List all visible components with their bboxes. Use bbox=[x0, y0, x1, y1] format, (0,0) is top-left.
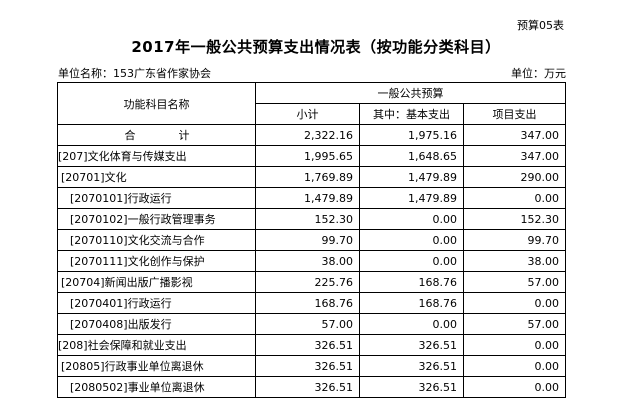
row-basic: 1,479.89 bbox=[359, 166, 464, 188]
row-name: [20805]行政事业单位离退休 bbox=[57, 355, 256, 377]
table-row: [2070408]出版发行 57.00 0.00 57.00 bbox=[57, 313, 566, 335]
row-basic: 0.00 bbox=[359, 250, 464, 272]
row-project: 57.00 bbox=[463, 313, 566, 335]
row-project: 0.00 bbox=[463, 292, 566, 314]
row-project: 99.70 bbox=[463, 229, 566, 251]
row-project: 0.00 bbox=[463, 355, 566, 377]
row-subtotal: 326.51 bbox=[255, 334, 360, 356]
table-row: [2070102]一般行政管理事务 152.30 0.00 152.30 bbox=[57, 208, 566, 230]
row-project: 290.00 bbox=[463, 166, 566, 188]
table-row: [20805]行政事业单位离退休 326.51 326.51 0.00 bbox=[57, 355, 566, 377]
row-basic: 0.00 bbox=[359, 313, 464, 335]
row-basic: 168.76 bbox=[359, 292, 464, 314]
header-row-1: 功能科目名称 一般公共预算 bbox=[57, 82, 566, 125]
header-subtotal: 小计 bbox=[255, 103, 360, 125]
header-general-budget: 一般公共预算 bbox=[255, 82, 566, 104]
currency-unit-label: 单位：万元 bbox=[511, 67, 566, 80]
header-basic-expenditure: 其中：基本支出 bbox=[359, 103, 464, 125]
row-project: 347.00 bbox=[463, 124, 566, 146]
row-subtotal: 1,995.65 bbox=[255, 145, 360, 167]
row-basic: 326.51 bbox=[359, 334, 464, 356]
row-project: 0.00 bbox=[463, 187, 566, 209]
table-row: [2070111]文化创作与保护 38.00 0.00 38.00 bbox=[57, 250, 566, 272]
table-row: 合 计 2,322.16 1,975.16 347.00 bbox=[57, 124, 566, 146]
row-name: [2070401]行政运行 bbox=[57, 292, 256, 314]
row-name: [20701]文化 bbox=[57, 166, 256, 188]
unit-info-row: 单位名称：153广东省作家协会 单位：万元 bbox=[58, 65, 566, 81]
table-row: [2080502]事业单位离退休 326.51 326.51 0.00 bbox=[57, 376, 566, 398]
row-subtotal: 2,322.16 bbox=[255, 124, 360, 146]
table-row: [20704]新闻出版广播影视 225.76 168.76 57.00 bbox=[57, 271, 566, 293]
header-project-expenditure: 项目支出 bbox=[463, 103, 566, 125]
row-subtotal: 168.76 bbox=[255, 292, 360, 314]
row-basic: 326.51 bbox=[359, 376, 464, 398]
row-basic: 0.00 bbox=[359, 208, 464, 230]
row-name: [20704]新闻出版广播影视 bbox=[57, 271, 256, 293]
row-basic: 1,479.89 bbox=[359, 187, 464, 209]
row-subtotal: 326.51 bbox=[255, 355, 360, 377]
row-project: 152.30 bbox=[463, 208, 566, 230]
budget-table: 功能科目名称 一般公共预算 小计 其中：基本支出 项目支出 合 计 2,322.… bbox=[57, 82, 566, 398]
row-project: 38.00 bbox=[463, 250, 566, 272]
row-name: 合 计 bbox=[57, 124, 256, 146]
row-name: [2070101]行政运行 bbox=[57, 187, 256, 209]
table-row: [208]社会保障和就业支出 326.51 326.51 0.00 bbox=[57, 334, 566, 356]
row-basic: 1,648.65 bbox=[359, 145, 464, 167]
header-function-name: 功能科目名称 bbox=[57, 82, 256, 125]
table-row: [20701]文化 1,769.89 1,479.89 290.00 bbox=[57, 166, 566, 188]
row-subtotal: 1,769.89 bbox=[255, 166, 360, 188]
row-subtotal: 99.70 bbox=[255, 229, 360, 251]
table-row: [207]文化体育与传媒支出 1,995.65 1,648.65 347.00 bbox=[57, 145, 566, 167]
table-row: [2070401]行政运行 168.76 168.76 0.00 bbox=[57, 292, 566, 314]
row-subtotal: 225.76 bbox=[255, 271, 360, 293]
row-subtotal: 38.00 bbox=[255, 250, 360, 272]
row-project: 0.00 bbox=[463, 376, 566, 398]
row-basic: 326.51 bbox=[359, 355, 464, 377]
table-row: [2070110]文化交流与合作 99.70 0.00 99.70 bbox=[57, 229, 566, 251]
form-number: 预算05表 bbox=[517, 19, 564, 32]
unit-name-label: 单位名称：153广东省作家协会 bbox=[58, 67, 211, 80]
row-project: 57.00 bbox=[463, 271, 566, 293]
row-name: [2080502]事业单位离退休 bbox=[57, 376, 256, 398]
row-project: 347.00 bbox=[463, 145, 566, 167]
row-subtotal: 57.00 bbox=[255, 313, 360, 335]
row-subtotal: 1,479.89 bbox=[255, 187, 360, 209]
row-basic: 1,975.16 bbox=[359, 124, 464, 146]
row-name: [2070111]文化创作与保护 bbox=[57, 250, 256, 272]
row-subtotal: 152.30 bbox=[255, 208, 360, 230]
page-title: 2017年一般公共预算支出情况表（按功能分类科目） bbox=[131, 38, 501, 56]
row-name: [2070102]一般行政管理事务 bbox=[57, 208, 256, 230]
row-basic: 168.76 bbox=[359, 271, 464, 293]
table-row: [2070101]行政运行 1,479.89 1,479.89 0.00 bbox=[57, 187, 566, 209]
row-name: [2070110]文化交流与合作 bbox=[57, 229, 256, 251]
row-subtotal: 326.51 bbox=[255, 376, 360, 398]
row-project: 0.00 bbox=[463, 334, 566, 356]
row-name: [2070408]出版发行 bbox=[57, 313, 256, 335]
row-name: [208]社会保障和就业支出 bbox=[57, 334, 256, 356]
row-basic: 0.00 bbox=[359, 229, 464, 251]
row-name: [207]文化体育与传媒支出 bbox=[57, 145, 256, 167]
